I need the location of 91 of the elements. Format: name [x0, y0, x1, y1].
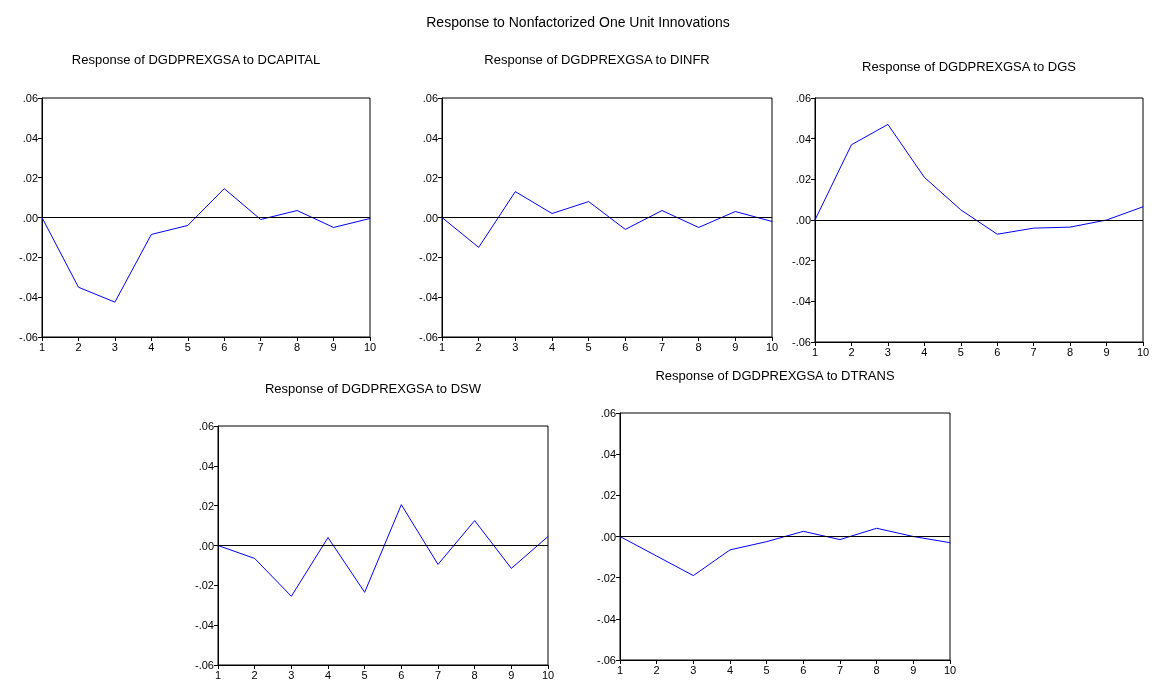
x-tick-label: 6	[398, 668, 405, 681]
x-tick-label: 3	[512, 340, 519, 353]
y-tick-label: -.02	[19, 251, 38, 264]
x-tick-label: 1	[616, 663, 624, 676]
y-tick-label: .06	[198, 420, 214, 432]
x-tick-label: 1	[38, 340, 46, 353]
x-tick-label: 1	[811, 345, 819, 358]
x-tick-label: 10	[363, 340, 377, 353]
x-tick-label: 9	[732, 340, 739, 353]
x-tick-label: 7	[257, 340, 264, 353]
x-tick-label: 4	[148, 340, 155, 353]
x-tick-label: 7	[434, 668, 442, 681]
x-tick-label: 2	[848, 345, 855, 358]
text: Response to Nonfactorized One Unit Innovations	[425, 14, 731, 30]
x-tick-label: 2	[251, 668, 258, 681]
y-tick-label: .04	[422, 131, 438, 144]
x-tick-label: 5	[957, 345, 964, 358]
y-tick-label: .06	[795, 92, 811, 104]
y-tick-label: -.06	[19, 331, 38, 343]
x-tick-label: 5	[585, 340, 592, 353]
y-tick-label: -.04	[195, 619, 214, 632]
x-tick-label: 10	[765, 340, 779, 353]
x-tick-label: 6	[800, 663, 807, 676]
x-tick-label: 7	[836, 663, 844, 676]
y-tick-label: .04	[198, 459, 214, 472]
x-tick-label: 3	[288, 668, 295, 681]
y-tick-label: .06	[600, 407, 616, 419]
x-tick-label: 8	[471, 668, 478, 681]
x-tick-label: 5	[184, 340, 191, 353]
x-tick-label: 9	[508, 668, 515, 681]
x-tick-label: 4	[726, 663, 734, 676]
y-tick-label: .00	[22, 211, 38, 224]
x-tick-label: 2	[75, 340, 82, 353]
chart-title: Response of DGDPREXGSA to DCAPITAL	[71, 52, 321, 67]
x-tick-label: 8	[1067, 345, 1074, 358]
x-tick-label: 7	[1030, 345, 1037, 358]
y-tick-label: -.06	[195, 659, 214, 671]
y-tick-label: -.02	[419, 251, 438, 264]
y-tick-label: -.06	[597, 654, 616, 666]
y-tick-label: .04	[795, 132, 811, 145]
x-tick-label: 2	[475, 340, 482, 353]
y-tick-label: -.02	[597, 571, 616, 584]
x-tick-label: 4	[324, 668, 332, 681]
y-tick-label: -.02	[195, 579, 214, 592]
y-tick-label: -.04	[792, 295, 811, 308]
y-tick-label: -.04	[597, 612, 616, 625]
y-tick-label: -.06	[419, 331, 438, 343]
x-tick-label: 2	[653, 663, 660, 676]
x-tick-label: 10	[541, 668, 555, 681]
y-tick-label: .02	[422, 171, 438, 184]
x-tick-label: 1	[214, 668, 222, 681]
x-tick-label: 5	[763, 663, 770, 676]
chart-title: Response of DGDPREXGSA to DSW	[264, 381, 482, 396]
y-tick-label: .04	[22, 131, 38, 144]
y-tick-label: .00	[600, 530, 616, 543]
y-tick-label: .00	[422, 211, 438, 224]
y-tick-label: -.04	[419, 291, 438, 304]
x-tick-label: 9	[910, 663, 917, 676]
x-tick-label: 4	[548, 340, 556, 353]
y-tick-label: .06	[22, 92, 38, 104]
y-tick-label: -.02	[792, 254, 811, 267]
chart-title: Response of DGDPREXGSA to DINFR	[484, 52, 710, 67]
x-tick-label: 10	[1136, 345, 1150, 358]
x-tick-label: 1	[438, 340, 446, 353]
x-tick-label: 6	[221, 340, 228, 353]
x-tick-label: 8	[695, 340, 702, 353]
y-tick-label: -.06	[792, 336, 811, 348]
x-tick-label: 3	[690, 663, 697, 676]
x-tick-label: 9	[1103, 345, 1110, 358]
chart-title: Response of DGDPREXGSA to DTRANS	[655, 368, 895, 383]
x-tick-label: 7	[658, 340, 666, 353]
y-tick-label: -.04	[19, 291, 38, 304]
y-tick-label: .02	[600, 489, 616, 502]
x-tick-label: 10	[943, 663, 957, 676]
y-tick-label: .02	[795, 173, 811, 186]
x-tick-label: 8	[873, 663, 880, 676]
x-tick-label: 9	[330, 340, 337, 353]
y-tick-label: .04	[600, 448, 616, 461]
y-tick-label: .00	[198, 539, 214, 552]
y-tick-label: .00	[795, 214, 811, 226]
x-tick-label: 5	[361, 668, 368, 681]
x-tick-label: 6	[994, 345, 1001, 358]
y-tick-label: .02	[22, 171, 38, 184]
y-tick-label: .02	[198, 499, 214, 512]
x-tick-label: 3	[111, 340, 118, 353]
chart-title: Response of DGDPREXGSA to DGS	[862, 59, 1077, 74]
y-tick-label: .06	[422, 92, 438, 104]
x-tick-label: 4	[921, 345, 928, 358]
x-tick-label: 8	[294, 340, 301, 353]
x-tick-label: 3	[884, 345, 891, 358]
x-tick-label: 6	[622, 340, 629, 353]
